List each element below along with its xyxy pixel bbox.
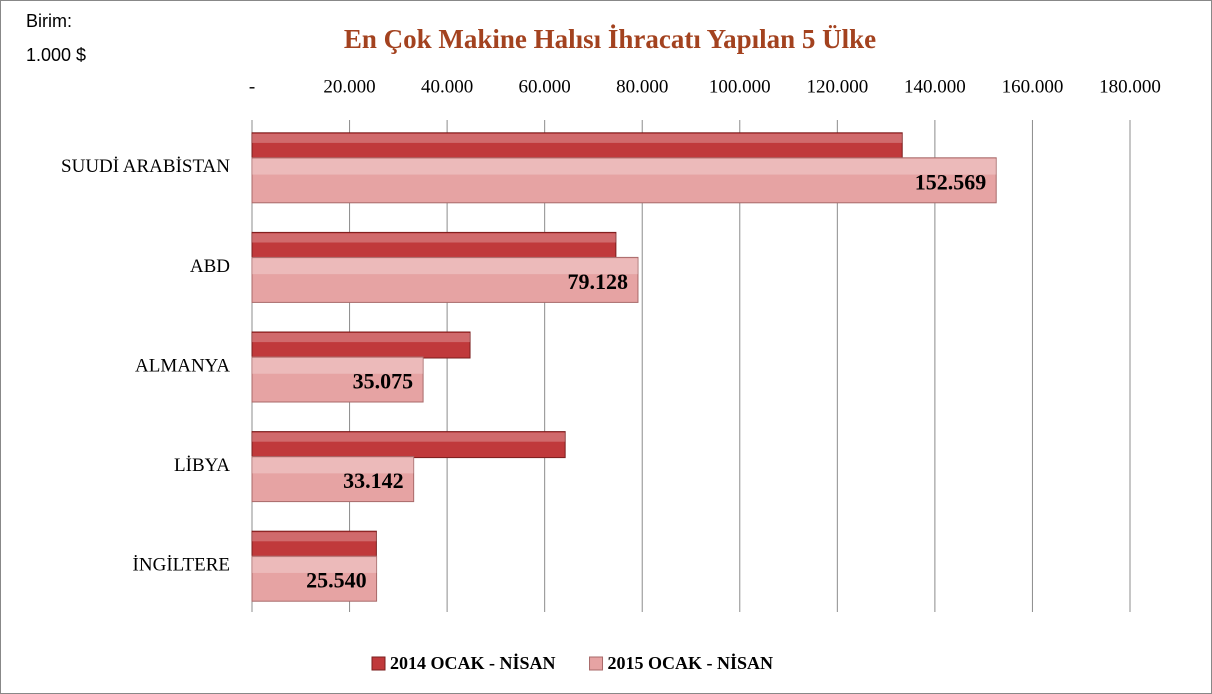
x-tick-label: 100.000 [709,76,771,97]
x-tick-label: - [249,76,255,97]
x-tick-label: 60.000 [519,76,571,97]
legend-label: 2014 OCAK - NİSAN [390,653,556,673]
y-tick-label: LİBYA [174,455,230,476]
value-label: 152.569 [915,169,987,194]
x-tick-label: 180.000 [1099,76,1161,97]
value-label: 25.540 [306,568,367,593]
value-label: 79.128 [567,269,628,294]
value-label: 33.142 [343,468,404,493]
value-label: 35.075 [353,369,414,394]
x-tick-label: 160.000 [1002,76,1064,97]
chart-title: En Çok Makine Halısı İhracatı Yapılan 5 … [344,24,876,54]
unit-label: Birim: [26,11,72,31]
bar [251,256,639,303]
y-tick-label: ALMANYA [135,355,230,376]
bar [251,356,424,403]
legend-label: 2015 OCAK - NİSAN [608,653,774,673]
bar [251,530,377,558]
x-tick-label: 140.000 [904,76,966,97]
legend-swatch [589,656,604,671]
y-tick-label: SUUDİ ARABİSTAN [61,156,230,177]
legend-swatch [371,656,386,671]
x-tick-label: 80.000 [616,76,668,97]
bar [251,331,471,359]
x-tick-label: 120.000 [806,76,868,97]
x-tick-label: 20.000 [323,76,375,97]
y-tick-label: İNGİLTERE [133,555,230,576]
bar [251,555,378,602]
bar [251,132,903,160]
y-tick-label: ABD [190,256,230,277]
bar [251,456,415,503]
bar [251,157,997,204]
x-tick-label: 40.000 [421,76,473,97]
unit-label: 1.000 $ [26,45,86,65]
bar [251,431,566,459]
